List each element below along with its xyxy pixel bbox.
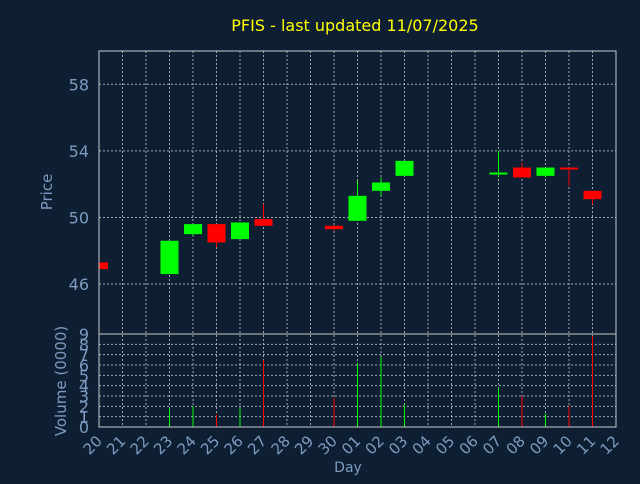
x-tick-label: 11 <box>573 432 599 458</box>
x-tick-label: 09 <box>526 432 552 458</box>
x-tick-label: 27 <box>244 432 270 458</box>
price-tick-label: 50 <box>69 208 89 227</box>
axes-layer <box>98 50 617 428</box>
candle-body-25 <box>207 224 226 243</box>
x-tick-label: 10 <box>550 432 576 458</box>
x-tick-label: 05 <box>432 432 458 458</box>
x-tick-label: 23 <box>150 432 176 458</box>
x-tick-label: 25 <box>197 432 223 458</box>
x-tick-label: 29 <box>291 432 317 458</box>
tick-labels-layer: 4650545801234567892021222324252627282930… <box>69 75 623 458</box>
price-tick-label: 58 <box>69 75 89 94</box>
x-tick-label: 22 <box>127 432 153 458</box>
volume-panel-frame <box>98 333 617 428</box>
candle-body-30 <box>325 225 343 230</box>
volume-axis-label: Volume (0000) <box>52 326 70 436</box>
candle-body-08 <box>513 167 531 178</box>
volume-bars-layer <box>169 336 593 427</box>
x-tick-label: 04 <box>409 432 435 458</box>
price-tick-label: 46 <box>69 275 89 294</box>
volume-tick-label: 0 <box>79 418 89 437</box>
volume-tick-label: 2 <box>79 397 89 416</box>
volume-tick-label: 3 <box>79 387 89 406</box>
candle-body-07 <box>489 172 508 175</box>
candle-body-01 <box>348 195 367 221</box>
candle-body-10 <box>560 167 578 170</box>
x-tick-label: 26 <box>221 432 247 458</box>
x-tick-label: 01 <box>338 432 364 458</box>
volume-tick-label: 5 <box>79 366 89 385</box>
x-tick-label: 08 <box>503 432 529 458</box>
x-tick-label: 03 <box>385 432 411 458</box>
candle-body-23 <box>160 240 179 275</box>
candle-body-11 <box>583 190 602 200</box>
price-tick-label: 54 <box>69 142 89 161</box>
x-tick-label: 28 <box>268 432 294 458</box>
volume-tick-label: 1 <box>79 408 89 427</box>
volume-tick-label: 6 <box>79 356 89 375</box>
x-tick-label: 24 <box>174 432 200 458</box>
chart-title: PFIS - last updated 11/07/2025 <box>231 16 478 35</box>
candle-body-03 <box>395 160 414 176</box>
volume-tick-label: 8 <box>79 335 89 354</box>
candle-body-26 <box>231 222 249 240</box>
volume-tick-label: 9 <box>79 325 89 344</box>
x-tick-label: 30 <box>315 432 341 458</box>
x-tick-label: 12 <box>597 432 623 458</box>
volume-tick-label: 4 <box>79 377 89 396</box>
candles-layer <box>98 150 602 275</box>
x-tick-label: 21 <box>103 432 129 458</box>
price-axis-label: Price <box>38 174 56 211</box>
x-axis-label: Day <box>334 460 362 476</box>
x-tick-label: 02 <box>362 432 388 458</box>
x-tick-label: 07 <box>479 432 505 458</box>
candle-body-09 <box>536 167 555 176</box>
x-tick-label: 06 <box>456 432 482 458</box>
volume-tick-label: 7 <box>79 346 89 365</box>
candle-body-24 <box>184 224 202 235</box>
candle-body-27 <box>254 219 273 226</box>
candle-body-02 <box>372 182 390 191</box>
candle-body-20 <box>99 262 108 270</box>
